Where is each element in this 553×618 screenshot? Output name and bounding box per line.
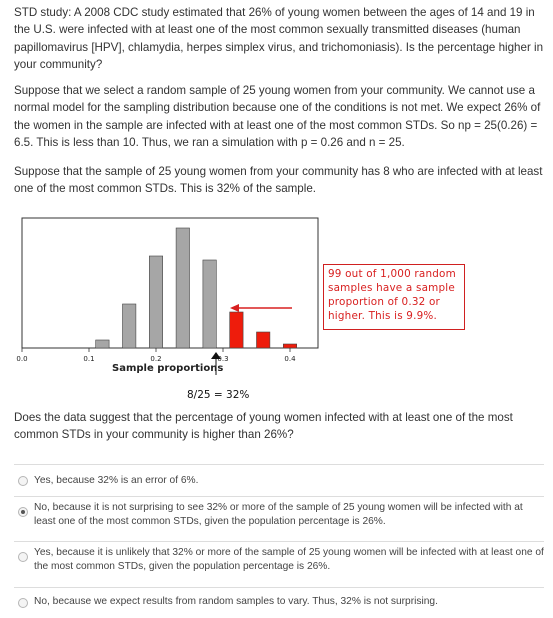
histogram-bars	[95, 227, 297, 349]
x-axis-label: Sample proportions	[112, 363, 224, 374]
x-tick-label: 0.1	[83, 355, 94, 363]
radio-button[interactable]	[18, 598, 28, 608]
tail-bar	[282, 343, 297, 349]
answer-option-label: Yes, because 32% is an error of 6%.	[34, 475, 199, 486]
x-tick-label: 0.4	[284, 355, 296, 363]
answer-option-label: No, because it is not surprising to see …	[34, 502, 523, 528]
histogram-figure: 0.0 0.1 0.2 0.3 0.4	[16, 217, 319, 375]
simulation-callout: 99 out of 1,000 random samples have a sa…	[323, 264, 465, 330]
problem-intro: STD study: A 2008 CDC study estimated th…	[14, 6, 544, 72]
x-axis-ticks: 0.0 0.1 0.2 0.3 0.4	[16, 348, 296, 363]
answer-option-label: Yes, because it is unlikely that 32% or …	[34, 547, 544, 573]
callout-arrowhead	[230, 304, 239, 312]
histogram-bar	[149, 255, 164, 349]
x-tick-label: 0.2	[150, 355, 161, 363]
answer-option[interactable]: No, because it is not surprising to see …	[14, 496, 544, 542]
sample-description: Suppose that the sample of 25 young wome…	[14, 165, 543, 196]
x-tick-label: 0.0	[16, 355, 27, 363]
histogram-bar	[175, 227, 190, 349]
answer-option[interactable]: Yes, because it is unlikely that 32% or …	[14, 541, 544, 588]
question-text: Does the data suggest that the percentag…	[14, 411, 513, 442]
callout-line-4: higher. This is 9.9%.	[328, 310, 438, 322]
histogram-bar	[122, 303, 137, 349]
radio-button[interactable]	[18, 552, 28, 562]
tail-bar	[229, 311, 244, 349]
histogram-bar	[202, 259, 217, 349]
callout-line-1: 99 out of 1,000 random	[328, 268, 456, 280]
plot-frame	[21, 217, 319, 349]
tail-bar	[256, 331, 271, 349]
callout-line-3: proportion of 0.32 or	[328, 296, 441, 308]
radio-button[interactable]	[18, 476, 28, 486]
callout-line-2: samples have a sample	[328, 282, 455, 294]
radio-button-selected[interactable]	[18, 507, 28, 517]
observed-value-arrowhead	[211, 352, 221, 359]
answer-option[interactable]: No, because we expect results from rando…	[14, 587, 544, 618]
x-tick-label: 0.3	[217, 355, 228, 363]
answer-option[interactable]: Yes, because 32% is an error of 6%.	[14, 464, 544, 497]
answer-option-label: No, because we expect results from rando…	[34, 596, 438, 607]
simulation-description: Suppose that we select a random sample o…	[14, 84, 541, 150]
observed-proportion-label: 8/25 = 32%	[187, 389, 250, 401]
histogram-bar	[95, 339, 110, 349]
